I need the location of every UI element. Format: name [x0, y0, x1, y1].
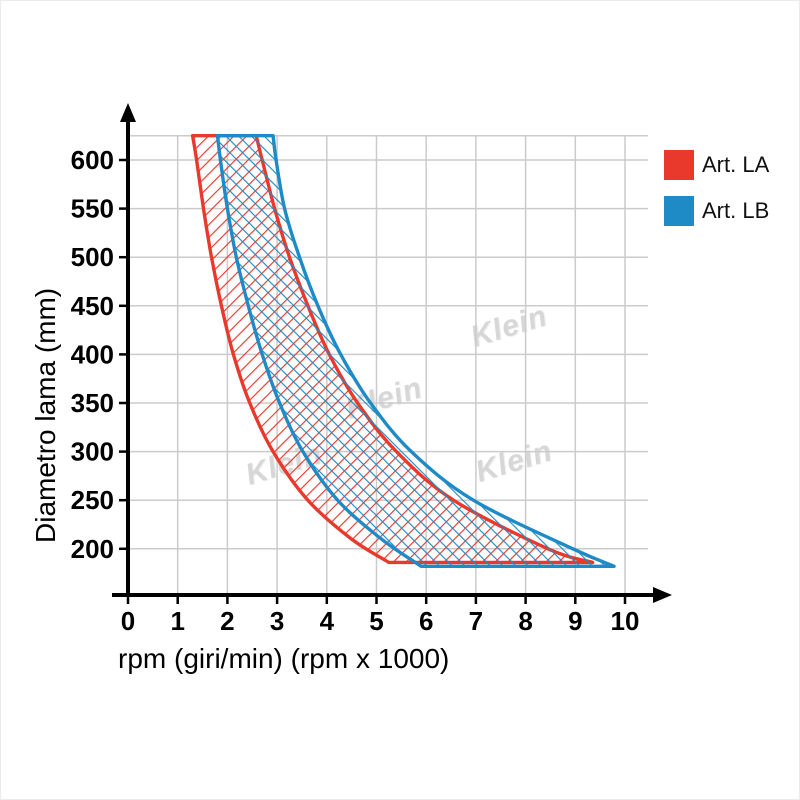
x-tick-label: 7 — [469, 606, 483, 636]
legend-item-art-la: Art. LA — [664, 150, 769, 180]
x-tick-label: 8 — [518, 606, 532, 636]
tick-marks — [119, 158, 627, 604]
x-tick-label: 4 — [320, 606, 335, 636]
y-tick-label: 450 — [71, 291, 114, 321]
band-art-lb — [215, 134, 616, 568]
y-tick-label: 200 — [71, 534, 114, 564]
x-axis-title: rpm (giri/min) (rpm x 1000) — [118, 643, 450, 674]
legend-label-art-la: Art. LA — [702, 152, 770, 177]
axes — [112, 103, 672, 603]
legend-swatch-blue — [664, 196, 694, 226]
x-tick-label: 5 — [369, 606, 383, 636]
y-axis-arrow-icon — [120, 103, 136, 122]
legend: Art. LA Art. LB — [664, 150, 769, 242]
x-tick-label: 6 — [419, 606, 433, 636]
legend-label-art-lb: Art. LB — [702, 198, 770, 223]
y-tick-label: 250 — [71, 485, 114, 515]
y-tick-label: 300 — [71, 437, 114, 467]
y-tick-label: 400 — [71, 339, 114, 369]
y-axis-title: Diametro lama (mm) — [30, 287, 61, 543]
x-tick-label: 3 — [270, 606, 284, 636]
y-tick-label: 550 — [71, 194, 114, 224]
legend-swatch-red — [664, 150, 694, 180]
legend-item-art-lb: Art. LB — [664, 196, 769, 226]
x-tick-label: 10 — [611, 606, 640, 636]
data-bands — [190, 134, 616, 568]
y-tick-label: 500 — [71, 242, 114, 272]
x-tick-label: 1 — [170, 606, 184, 636]
y-tick-label: 600 — [71, 145, 114, 175]
x-tick-label: 9 — [568, 606, 582, 636]
x-tick-label: 0 — [121, 606, 135, 636]
x-tick-label: 2 — [220, 606, 234, 636]
x-axis-arrow-icon — [653, 587, 672, 603]
tick-labels: 0 1 2 3 4 5 6 7 8 9 10 600 550 500 450 400 350 300 250 200 — [71, 145, 640, 636]
y-tick-label: 350 — [71, 388, 114, 418]
